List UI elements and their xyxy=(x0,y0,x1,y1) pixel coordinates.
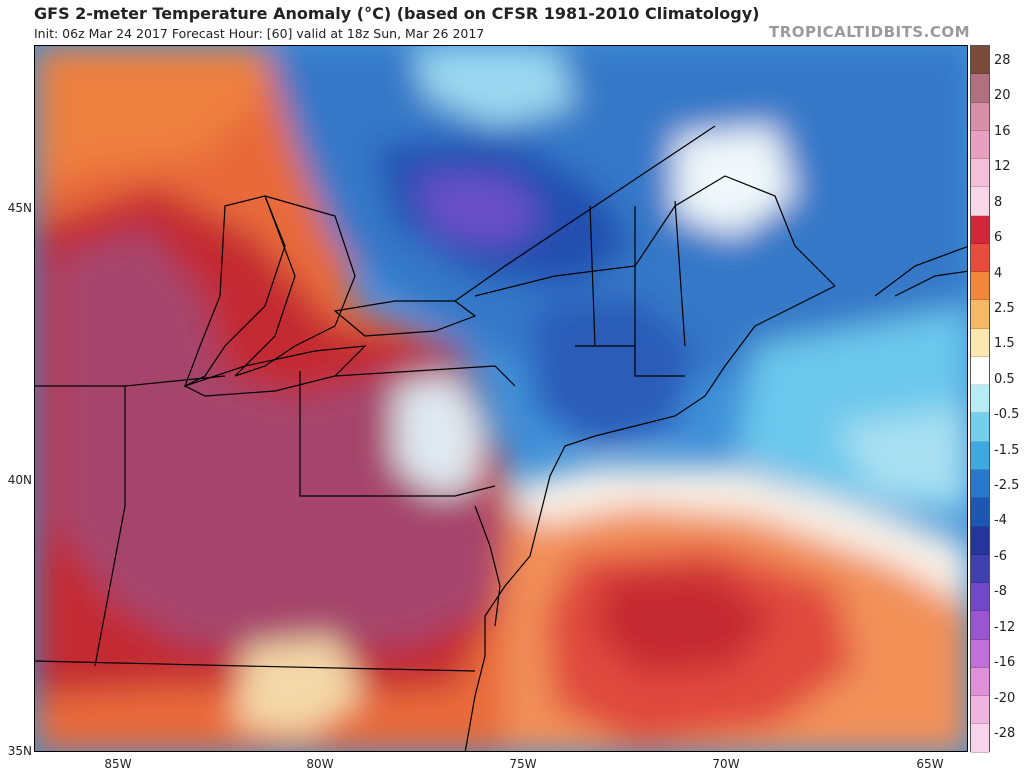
latitude-label-35n: 35N xyxy=(7,744,32,758)
state-line-ny-vt xyxy=(589,205,596,347)
lake-erie-outline xyxy=(183,345,367,397)
colorbar-label: 12 xyxy=(994,159,1011,175)
lake-ontario-outline xyxy=(333,300,477,337)
colorbar-swatch xyxy=(971,187,989,216)
colorbar-label: 6 xyxy=(994,230,1003,246)
site-watermark: TROPICALTIDBITS.COM xyxy=(769,23,970,41)
state-line-south xyxy=(35,660,476,672)
map-subtitle: Init: 06z Mar 24 2017 Forecast Hour: [60… xyxy=(34,26,485,41)
colorbar-swatch xyxy=(971,441,989,470)
colorbar-swatch xyxy=(971,243,989,273)
state-line-nh-me xyxy=(674,200,686,347)
colorbar-swatch xyxy=(971,667,989,697)
warm-core-atlantic-center xyxy=(595,571,775,676)
colorbar-swatch xyxy=(971,215,989,244)
near-normal-patch xyxy=(675,126,795,236)
colorbar-label: 1.5 xyxy=(994,336,1015,352)
colorbar-label: -20 xyxy=(994,690,1016,706)
longitude-label-65w: 65W xyxy=(916,757,944,771)
state-line-pennsylvania xyxy=(299,371,496,497)
colorbar-label: -8 xyxy=(994,584,1007,600)
latitude-label-45n: 45N xyxy=(7,201,32,215)
colorbar-swatch xyxy=(971,583,989,612)
st-lawrence-line xyxy=(454,125,716,302)
colorbar-swatch xyxy=(971,272,989,301)
colorbar-label: -6 xyxy=(994,548,1007,564)
atlantic-coastline xyxy=(464,285,836,751)
colorbar-swatch xyxy=(971,554,989,584)
cool-pocket-central xyxy=(395,376,485,496)
colorbar-label: 8 xyxy=(994,194,1003,210)
colorbar-label: 2.5 xyxy=(994,300,1015,316)
lake-huron-outline xyxy=(234,195,356,377)
colorbar-swatch xyxy=(971,611,989,640)
state-line-new-england xyxy=(575,345,685,377)
colorbar-label: -4 xyxy=(994,513,1007,529)
colorbar-swatch xyxy=(971,102,989,131)
colorbar-swatch xyxy=(971,696,989,725)
purple-cold-core xyxy=(415,176,545,246)
colorbar-swatch xyxy=(971,469,989,499)
colorbar-swatch xyxy=(971,385,989,414)
cold-anomaly-new-england xyxy=(535,296,695,446)
neutral-anomaly-band xyxy=(505,466,967,605)
state-line-ny-pa xyxy=(334,365,516,387)
longitude-label-80w: 80W xyxy=(306,757,334,771)
light-cold-patch-north xyxy=(415,46,575,126)
map-canvas xyxy=(35,46,967,751)
colorbar-swatch xyxy=(971,46,989,75)
colorbar-label: -1.5 xyxy=(994,442,1020,458)
colorbar-swatch xyxy=(971,724,989,753)
latitude-label-40n: 40N xyxy=(7,473,32,487)
colorbar-swatch xyxy=(971,328,989,357)
colorbar-label: -16 xyxy=(994,655,1016,671)
colorbar-label: -0.5 xyxy=(994,407,1020,423)
colorbar-label: 20 xyxy=(994,88,1011,104)
colorbar-label: 16 xyxy=(994,123,1011,139)
colorbar-swatch xyxy=(971,356,989,386)
colorbar-swatch xyxy=(971,639,989,668)
state-line-west xyxy=(35,385,126,667)
lighter-cold-anomaly-ocean xyxy=(835,406,967,506)
warm-anomaly-north xyxy=(35,46,275,186)
colorbar-label: 0.5 xyxy=(994,371,1015,387)
colorbar-swatch xyxy=(971,413,989,442)
colorbar-swatch xyxy=(971,130,989,160)
chesapeake-bay-outline xyxy=(474,505,501,627)
pale-pocket-south xyxy=(235,636,365,736)
colorbar-swatch xyxy=(971,159,989,188)
map-title: GFS 2-meter Temperature Anomaly (°C) (ba… xyxy=(34,4,760,23)
colorbar-swatch xyxy=(971,526,989,555)
colorbar-label: 28 xyxy=(994,53,1011,68)
anomaly-colorbar xyxy=(970,45,990,753)
nova-scotia-coast xyxy=(874,246,967,297)
longitude-label-70w: 70W xyxy=(712,757,740,771)
colorbar-swatch xyxy=(971,74,989,103)
colorbar-label: 4 xyxy=(994,265,1003,281)
state-line-ohio-north xyxy=(124,375,226,387)
colorbar-label: -2.5 xyxy=(994,478,1020,494)
us-canada-border xyxy=(474,175,836,297)
longitude-label-75w: 75W xyxy=(509,757,537,771)
geographic-boundaries xyxy=(35,125,967,751)
colorbar-swatch xyxy=(971,498,989,527)
longitude-label-85w: 85W xyxy=(104,757,132,771)
magenta-warm-core xyxy=(55,226,505,656)
colorbar-label: -12 xyxy=(994,619,1016,635)
temperature-anomaly-map xyxy=(34,45,968,752)
colorbar-label: -28 xyxy=(994,726,1016,741)
colorbar-swatch xyxy=(971,300,989,329)
